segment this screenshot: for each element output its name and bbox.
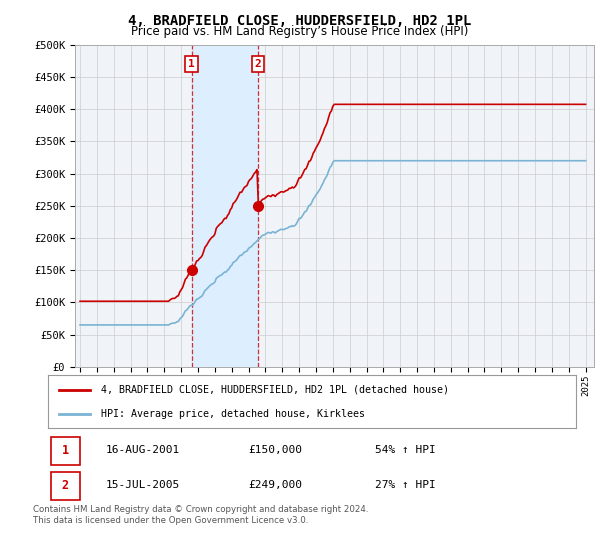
- Text: 1: 1: [188, 59, 195, 69]
- Text: Price paid vs. HM Land Registry’s House Price Index (HPI): Price paid vs. HM Land Registry’s House …: [131, 25, 469, 38]
- Text: 2: 2: [62, 479, 69, 492]
- FancyBboxPatch shape: [50, 437, 80, 465]
- Text: 2: 2: [254, 59, 261, 69]
- Text: Contains HM Land Registry data © Crown copyright and database right 2024.
This d: Contains HM Land Registry data © Crown c…: [33, 505, 368, 525]
- Text: 27% ↑ HPI: 27% ↑ HPI: [376, 480, 436, 490]
- FancyBboxPatch shape: [50, 472, 80, 500]
- Text: 15-JUL-2005: 15-JUL-2005: [106, 480, 181, 490]
- Bar: [191, 45, 257, 367]
- Text: 1: 1: [62, 444, 69, 456]
- Text: HPI: Average price, detached house, Kirklees: HPI: Average price, detached house, Kirk…: [101, 409, 365, 419]
- Text: £249,000: £249,000: [248, 480, 302, 490]
- Text: 4, BRADFIELD CLOSE, HUDDERSFIELD, HD2 1PL: 4, BRADFIELD CLOSE, HUDDERSFIELD, HD2 1P…: [128, 14, 472, 28]
- Text: 16-AUG-2001: 16-AUG-2001: [106, 445, 181, 455]
- Text: £150,000: £150,000: [248, 445, 302, 455]
- Text: 4, BRADFIELD CLOSE, HUDDERSFIELD, HD2 1PL (detached house): 4, BRADFIELD CLOSE, HUDDERSFIELD, HD2 1P…: [101, 385, 449, 395]
- Text: 54% ↑ HPI: 54% ↑ HPI: [376, 445, 436, 455]
